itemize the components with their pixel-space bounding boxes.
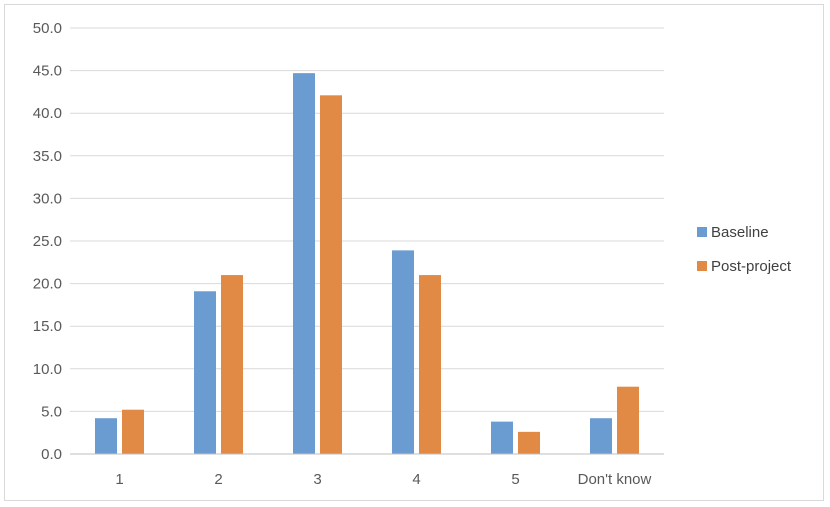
- x-axis: 1 2 3 4 5 Don't know: [70, 453, 664, 488]
- x-tick-label: Don't know: [578, 471, 652, 488]
- bar-post-project-4: [518, 431, 540, 454]
- bar-baseline-5: [590, 418, 612, 454]
- legend-label: Baseline: [711, 224, 769, 241]
- bar-baseline-4: [491, 421, 513, 454]
- x-tick-label: 4: [412, 471, 420, 488]
- legend-label: Post-project: [711, 258, 792, 275]
- y-tick-label: 50.0: [33, 20, 62, 37]
- y-axis: 0.0 5.0 10.0 15.0 20.0 25.0 30.0 35.0 40.0 45.0 50…: [33, 20, 62, 463]
- bar-post-project-1: [221, 275, 243, 454]
- bar-post-project-5: [617, 386, 639, 454]
- legend-swatch: [697, 261, 707, 271]
- y-tick-label: 20.0: [33, 276, 62, 293]
- y-tick-label: 15.0: [33, 318, 62, 335]
- bar-post-project-0: [122, 409, 144, 454]
- bar-baseline-0: [95, 418, 117, 454]
- y-tick-label: 45.0: [33, 63, 62, 80]
- y-tick-label: 30.0: [33, 190, 62, 207]
- y-tick-label: 40.0: [33, 105, 62, 122]
- x-tick-label: 2: [214, 471, 222, 488]
- bar-baseline-1: [194, 291, 216, 454]
- x-tick-label: 5: [511, 471, 519, 488]
- x-tick-label: 3: [313, 471, 321, 488]
- bar-baseline-3: [392, 250, 414, 454]
- x-tick-label: 1: [115, 471, 123, 488]
- bars: [95, 73, 639, 455]
- legend: Baseline Post-project: [697, 224, 792, 275]
- bar-baseline-2: [293, 73, 315, 454]
- bar-post-project-2: [320, 95, 342, 455]
- bar-post-project-3: [419, 275, 441, 454]
- y-tick-label: 25.0: [33, 233, 62, 250]
- gridlines: [70, 27, 664, 412]
- legend-swatch: [697, 227, 707, 237]
- y-tick-label: 10.0: [33, 361, 62, 378]
- y-tick-label: 0.0: [41, 446, 62, 463]
- y-tick-label: 35.0: [33, 148, 62, 165]
- y-tick-label: 5.0: [41, 403, 62, 420]
